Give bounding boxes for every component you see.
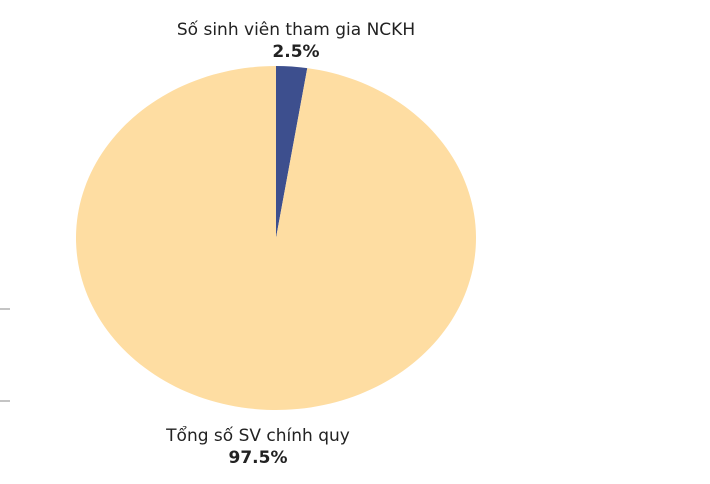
slice-value-chinh-quy: 97.5% bbox=[229, 448, 288, 468]
slice-label-nckh: Số sinh viên tham gia NCKH bbox=[177, 19, 415, 40]
slice-label-chinh-quy: Tổng số SV chính quy bbox=[165, 425, 350, 446]
pie-slice-0 bbox=[276, 66, 308, 238]
pie-slice-1 bbox=[75, 66, 477, 410]
slice-value-nckh: 2.5% bbox=[272, 42, 319, 62]
